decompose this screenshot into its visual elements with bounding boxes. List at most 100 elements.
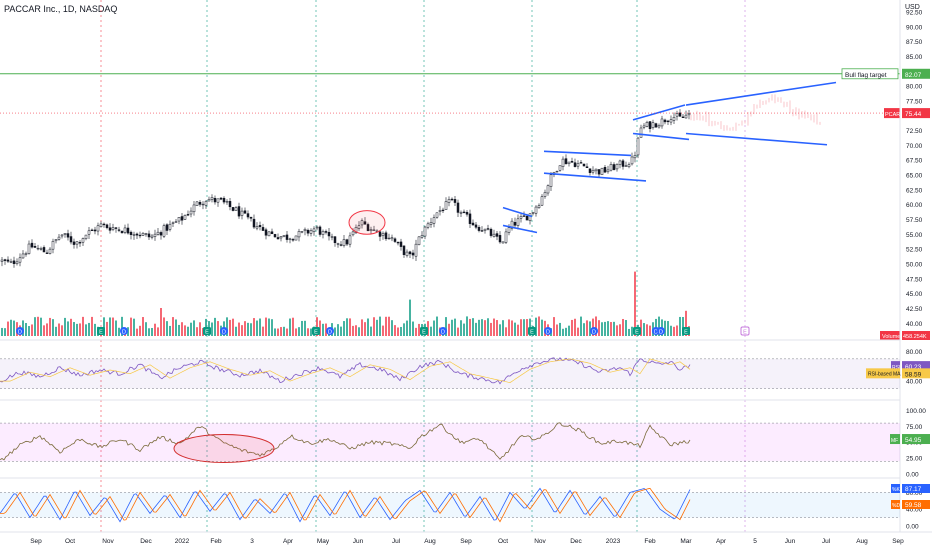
candle[interactable] [234, 206, 238, 211]
candle[interactable] [27, 240, 31, 255]
candle[interactable] [411, 249, 415, 260]
candles[interactable] [0, 109, 691, 268]
candle[interactable] [276, 233, 280, 240]
candle[interactable] [228, 198, 232, 211]
candle[interactable] [534, 205, 538, 217]
candle[interactable] [510, 218, 514, 231]
candle[interactable] [372, 225, 376, 231]
candle[interactable] [384, 230, 388, 241]
candle[interactable] [81, 237, 85, 247]
candle[interactable] [438, 206, 442, 216]
candle[interactable] [624, 161, 628, 168]
candle[interactable] [456, 199, 460, 217]
candle[interactable] [21, 250, 25, 259]
dividend-marker[interactable]: D [120, 327, 128, 336]
candle[interactable] [285, 231, 289, 243]
candle[interactable] [120, 230, 124, 234]
dividend-marker[interactable]: D [326, 327, 334, 336]
candle[interactable] [291, 237, 295, 242]
candle[interactable] [102, 222, 106, 228]
candle[interactable] [396, 241, 400, 246]
candle[interactable] [135, 232, 139, 240]
candle[interactable] [453, 196, 457, 207]
candle[interactable] [627, 162, 631, 169]
candle[interactable] [207, 196, 211, 202]
candle[interactable] [348, 232, 352, 248]
candle[interactable] [252, 214, 256, 230]
dividend-marker[interactable]: D [220, 327, 228, 336]
candle[interactable] [24, 251, 28, 257]
candle[interactable] [573, 158, 577, 168]
candle[interactable] [90, 228, 94, 231]
candle[interactable] [201, 201, 205, 210]
candle[interactable] [633, 151, 637, 163]
candle[interactable] [477, 225, 481, 233]
earnings-marker[interactable]: E [97, 327, 105, 336]
candle[interactable] [288, 237, 292, 244]
trendline[interactable] [502, 224, 538, 234]
candle[interactable] [540, 194, 544, 207]
candle[interactable] [84, 234, 88, 241]
candle[interactable] [57, 233, 61, 241]
candle[interactable] [297, 228, 301, 242]
candle[interactable] [462, 209, 466, 214]
candle[interactable] [561, 156, 565, 171]
candle[interactable] [30, 239, 34, 249]
trendline[interactable] [685, 132, 828, 146]
candle[interactable] [612, 162, 616, 171]
candle[interactable] [186, 210, 190, 217]
candle[interactable] [48, 247, 52, 255]
candle[interactable] [69, 231, 73, 245]
candle[interactable] [309, 228, 313, 237]
candle[interactable] [543, 189, 547, 199]
candle[interactable] [33, 242, 37, 248]
earnings-marker[interactable]: E [420, 327, 428, 336]
candle[interactable] [390, 234, 394, 242]
candle[interactable] [336, 242, 340, 248]
candle[interactable] [54, 239, 58, 244]
candle[interactable] [393, 237, 397, 244]
candle[interactable] [6, 256, 10, 263]
candle[interactable] [168, 220, 172, 232]
candle[interactable] [588, 168, 592, 176]
candle[interactable] [9, 258, 13, 264]
candle[interactable] [678, 109, 682, 117]
candle[interactable] [369, 226, 373, 235]
candle[interactable] [0, 256, 4, 267]
candle[interactable] [126, 223, 130, 235]
candle[interactable] [144, 232, 148, 237]
candle[interactable] [342, 234, 346, 248]
candle[interactable] [318, 225, 322, 237]
candle[interactable] [459, 210, 463, 217]
candle[interactable] [474, 222, 478, 230]
candle[interactable] [210, 194, 214, 203]
candle[interactable] [603, 165, 607, 174]
candle[interactable] [279, 236, 283, 242]
candle[interactable] [231, 207, 235, 212]
candle[interactable] [537, 203, 541, 209]
candle[interactable] [669, 115, 673, 126]
earnings-marker[interactable]: E [528, 327, 536, 336]
candle[interactable] [177, 217, 181, 225]
stoch-pane[interactable]: 80.00 40.00 0.00 %K 87.17 %D 59.58 [0, 484, 930, 530]
candle[interactable] [345, 238, 349, 246]
candle[interactable] [648, 120, 652, 133]
candle[interactable] [114, 227, 118, 233]
candle[interactable] [591, 166, 595, 175]
candle[interactable] [99, 221, 103, 228]
candle[interactable] [174, 218, 178, 223]
candle[interactable] [249, 216, 253, 222]
candle[interactable] [321, 229, 325, 239]
candle[interactable] [639, 124, 643, 138]
candle[interactable] [213, 195, 217, 205]
candle[interactable] [222, 196, 226, 205]
indicator-line[interactable] [0, 422, 691, 461]
dividend-marker[interactable]: D [16, 327, 24, 336]
candle[interactable] [615, 163, 619, 172]
dividend-marker[interactable]: D [590, 327, 598, 336]
candle[interactable] [489, 227, 493, 238]
candle[interactable] [636, 136, 640, 159]
candle[interactable] [366, 222, 370, 232]
candle[interactable] [609, 161, 613, 172]
